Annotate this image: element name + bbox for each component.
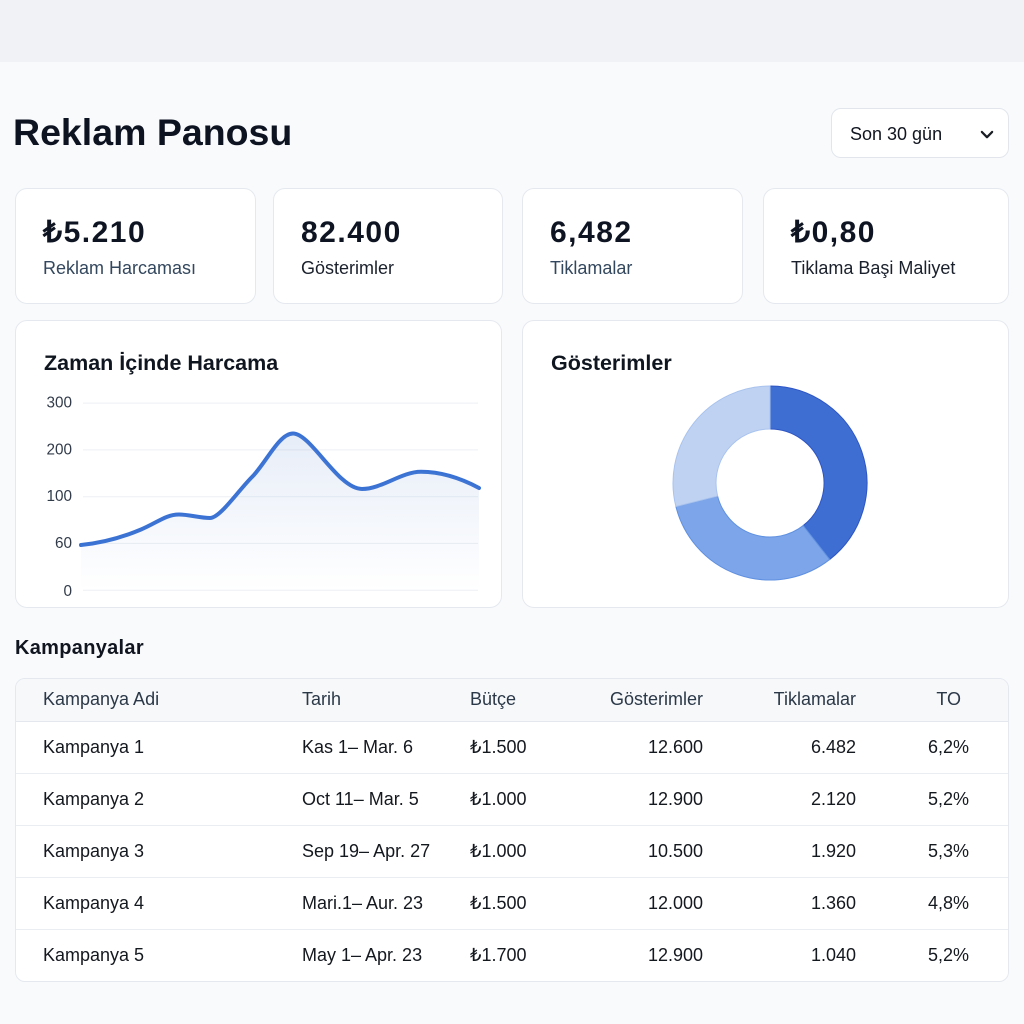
svg-text:300: 300 xyxy=(46,395,72,412)
svg-text:100: 100 xyxy=(46,488,72,505)
svg-text:200: 200 xyxy=(46,441,72,458)
svg-text:60: 60 xyxy=(55,535,72,552)
svg-text:0: 0 xyxy=(63,583,72,600)
